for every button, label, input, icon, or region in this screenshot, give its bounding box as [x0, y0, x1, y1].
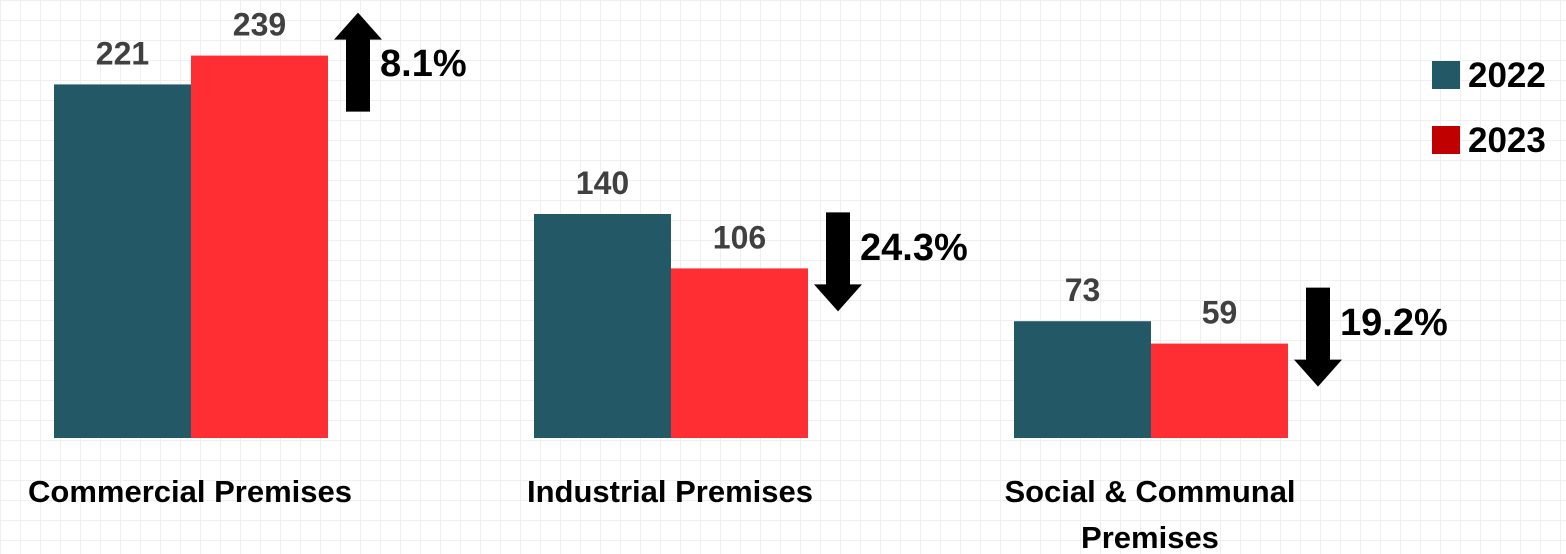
change-label-1: 24.3%	[860, 227, 968, 269]
x-axis-label-2-0: Social & Communal	[1004, 474, 1295, 509]
bar-2022-2	[1014, 321, 1151, 438]
x-axis-label-2-1: Premises	[1081, 520, 1219, 554]
data-label-2023-2: 59	[1202, 295, 1238, 331]
data-label-2023-0: 239	[233, 7, 286, 43]
data-label-2022-0: 221	[96, 35, 149, 71]
x-axis-label-0-0: Commercial Premises	[28, 474, 352, 509]
data-label-2022-2: 73	[1065, 272, 1101, 308]
bar-2023-2	[1151, 343, 1288, 438]
arrow-up-icon	[334, 12, 382, 112]
bar-2022-0	[54, 84, 191, 439]
data-label-2022-1: 140	[576, 165, 629, 201]
change-label-0: 8.1%	[380, 43, 467, 85]
legend-swatch-2022	[1432, 61, 1460, 89]
bar-2023-0	[191, 55, 328, 438]
bar-2023-1	[671, 268, 808, 438]
data-label-2023-1: 106	[713, 219, 766, 255]
legend-label-2023: 2023	[1468, 121, 1546, 160]
change-label-2: 19.2%	[1340, 302, 1448, 344]
x-axis-label-1-0: Industrial Premises	[527, 474, 813, 509]
legend-label-2022: 2022	[1468, 56, 1546, 95]
bar-2022-1	[534, 214, 671, 438]
arrow-down-icon	[814, 212, 862, 312]
arrow-down-icon	[1294, 287, 1342, 387]
legend-swatch-2023	[1432, 126, 1460, 154]
